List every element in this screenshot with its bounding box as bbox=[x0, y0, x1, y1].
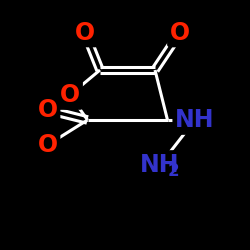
Text: O: O bbox=[38, 98, 58, 122]
Text: O: O bbox=[60, 83, 80, 107]
Text: O: O bbox=[75, 20, 95, 44]
Text: O: O bbox=[38, 133, 58, 157]
Text: NH: NH bbox=[175, 108, 215, 132]
Text: 2: 2 bbox=[168, 162, 179, 180]
Text: NH: NH bbox=[140, 153, 180, 177]
Text: O: O bbox=[170, 20, 190, 44]
